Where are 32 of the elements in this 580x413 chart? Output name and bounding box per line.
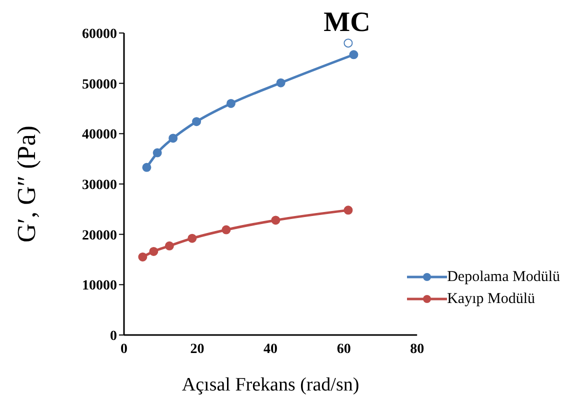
x-tick-label: 20 bbox=[190, 342, 204, 357]
point bbox=[149, 246, 158, 256]
point bbox=[349, 50, 358, 60]
point bbox=[168, 134, 178, 143]
y-tick-label: 10000 bbox=[82, 278, 117, 294]
point bbox=[164, 241, 174, 250]
point bbox=[276, 78, 286, 88]
y-tick-label: 20000 bbox=[82, 228, 117, 244]
x-tick-label: 0 bbox=[120, 342, 128, 357]
point bbox=[226, 98, 236, 108]
point bbox=[138, 252, 148, 262]
y-tick-label: 30000 bbox=[82, 178, 117, 193]
point bbox=[188, 234, 197, 243]
y-tick-label: 40000 bbox=[82, 128, 117, 143]
chart-title: MC bbox=[322, 7, 372, 38]
y-axis-title: G′, G″ (Pa) bbox=[12, 126, 42, 242]
point bbox=[222, 225, 231, 234]
point bbox=[344, 206, 353, 215]
point bbox=[344, 38, 353, 48]
legend-label: Depolama Modülü bbox=[447, 268, 560, 287]
x-tick-label: 40 bbox=[264, 342, 278, 357]
x-axis-title: Açısal Frekans (rad/sn) bbox=[182, 374, 360, 396]
y-tick-label: 0 bbox=[110, 328, 117, 344]
legend-label: Kayıp Modülü bbox=[447, 290, 536, 309]
y-tick-label: 60000 bbox=[82, 26, 117, 42]
point bbox=[192, 117, 202, 126]
point bbox=[271, 216, 280, 225]
point bbox=[142, 162, 152, 172]
x-tick-label: 60 bbox=[336, 342, 351, 357]
point bbox=[152, 148, 162, 158]
x-tick-label: 80 bbox=[410, 342, 424, 357]
y-tick-label: 50000 bbox=[82, 77, 117, 92]
